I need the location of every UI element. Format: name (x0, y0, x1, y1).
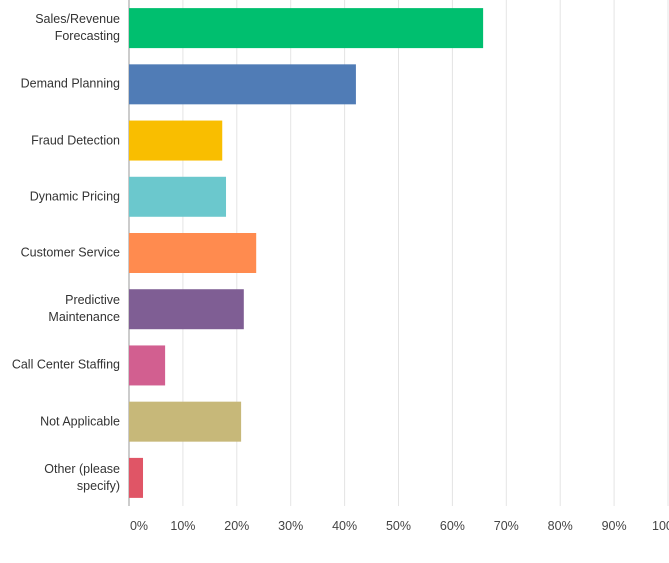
y-tick-label: Dynamic Pricing (29, 189, 120, 204)
y-tick-label: Fraud Detection (31, 133, 120, 148)
y-tick-label: Sales/Revenue Forecasting (35, 12, 120, 44)
y-tick-label: Customer Service (20, 245, 120, 260)
bar (129, 64, 356, 105)
x-tick-label: 70% (493, 519, 519, 533)
bar (129, 8, 484, 49)
bar (129, 120, 223, 161)
x-tick-label: 50% (385, 519, 412, 533)
bar (129, 233, 257, 273)
x-tick-label: 60% (439, 519, 465, 533)
y-tick-label: Other (please specify) (44, 461, 120, 493)
y-tick-label: Not Applicable (40, 414, 120, 429)
x-tick-label: 30% (278, 519, 304, 533)
x-tick-label: 90% (601, 519, 627, 533)
y-tick-label: Predictive Maintenance (48, 293, 120, 325)
x-tick-label: 0% (129, 519, 149, 533)
bar (129, 289, 244, 330)
y-tick-label: Call Center Staffing (11, 357, 120, 372)
x-tick-label: 80% (547, 519, 573, 533)
bar (129, 457, 144, 498)
bar (129, 176, 227, 217)
bar (129, 345, 166, 386)
x-tick-label: 10% (170, 519, 196, 533)
x-tick-label: 40% (332, 519, 358, 533)
x-tick-label: 20% (224, 519, 250, 533)
y-tick-label: Demand Planning (20, 76, 120, 91)
bar (129, 401, 242, 442)
x-tick-label: 100% (652, 519, 669, 533)
